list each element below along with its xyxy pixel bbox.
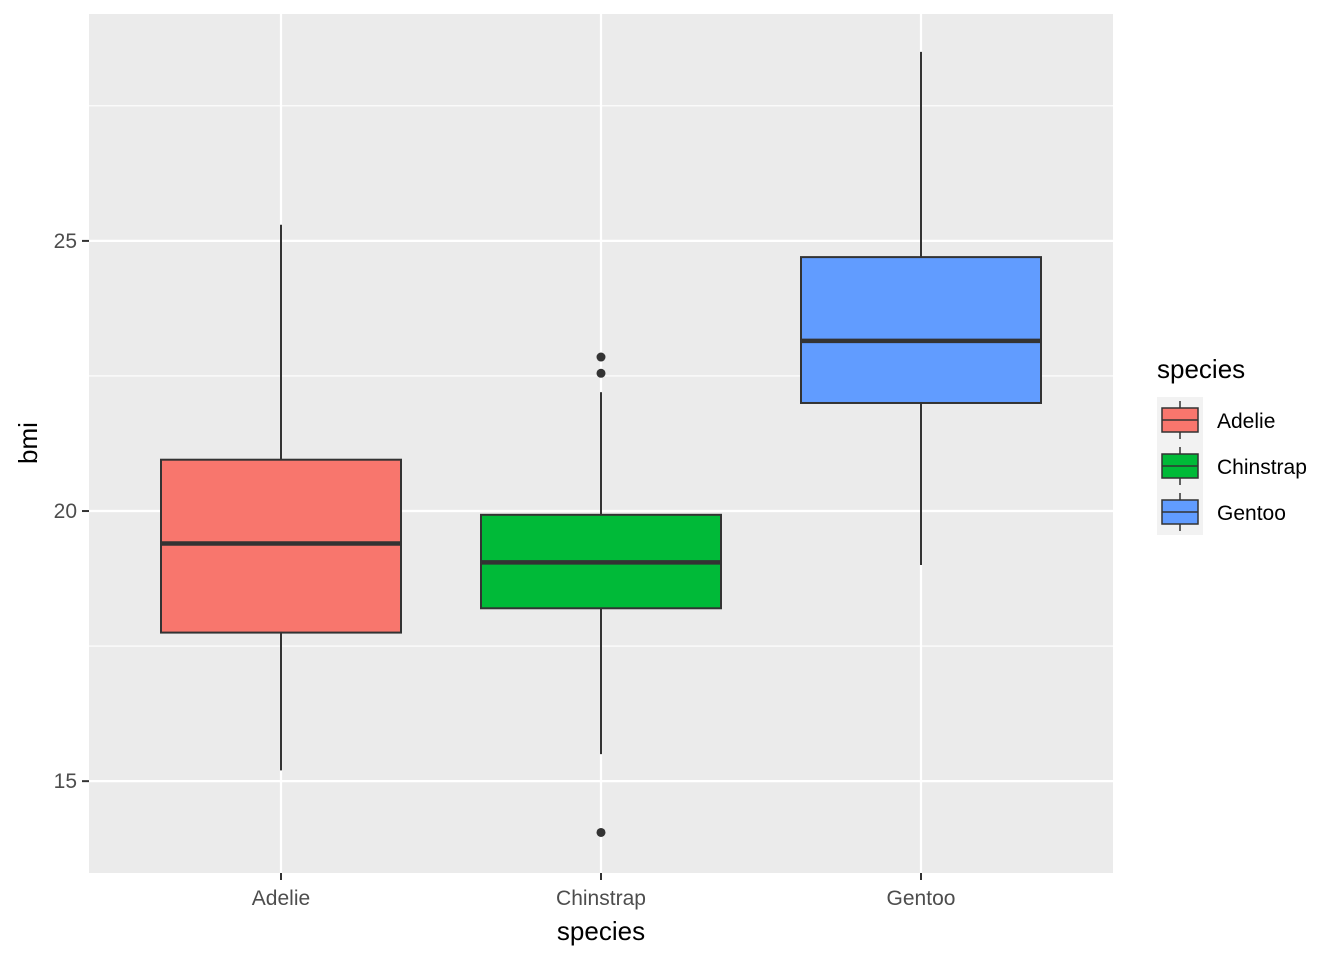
outlier-point: [596, 827, 606, 837]
legend-label: Adelie: [1217, 410, 1275, 433]
axes: 15 20 25 Adelie Chinstrap Gentoo: [54, 230, 956, 910]
y-axis-title: bmi: [13, 422, 43, 464]
legend-item-adelie: Adelie: [1157, 397, 1275, 443]
box-body: [800, 256, 1042, 404]
outlier-point: [596, 368, 606, 378]
x-tick-label: Gentoo: [887, 887, 956, 910]
legend-label: Gentoo: [1217, 502, 1286, 525]
y-tick-label: 25: [54, 230, 77, 253]
y-tick-label: 20: [54, 500, 77, 523]
box-gentoo: [800, 51, 1042, 566]
box-chinstrap: [480, 352, 722, 837]
legend-label: Chinstrap: [1217, 456, 1307, 479]
x-tick-label: Adelie: [252, 887, 310, 910]
box-adelie: [160, 224, 402, 771]
x-tick-label: Chinstrap: [556, 887, 646, 910]
legend-item-gentoo: Gentoo: [1157, 489, 1286, 535]
x-axis-title: species: [557, 916, 645, 946]
legend-title: species: [1157, 354, 1245, 384]
boxes: [160, 51, 1042, 837]
box-body: [160, 458, 402, 634]
legend: species Adelie Chinstrap Gentoo: [1157, 354, 1307, 535]
legend-item-chinstrap: Chinstrap: [1157, 443, 1307, 489]
outlier-point: [596, 352, 606, 362]
y-tick-label: 15: [54, 770, 77, 793]
